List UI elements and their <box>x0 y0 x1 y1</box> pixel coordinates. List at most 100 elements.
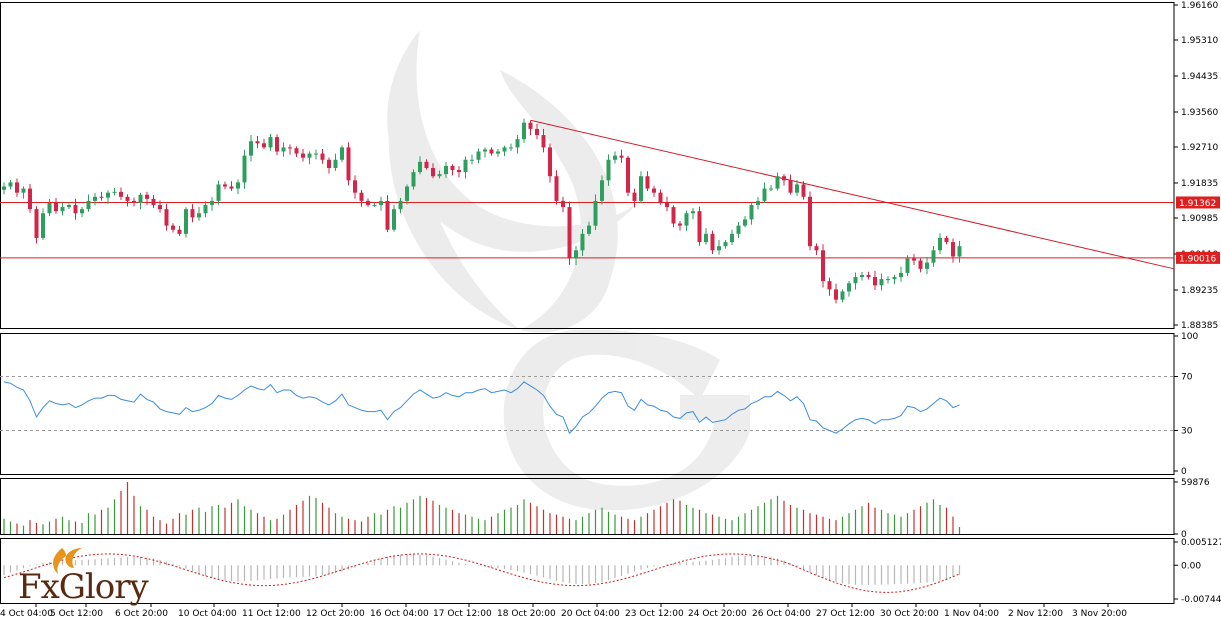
candle-body <box>171 225 175 230</box>
time-tick-label: 5 Oct 12:00 <box>50 609 103 619</box>
time-axis: 4 Oct 04:005 Oct 12:00 6 Oct 20:00 10 Oct … <box>0 603 1127 619</box>
time-tick-label: 18 Oct 20:00 <box>497 609 556 619</box>
candle-body <box>385 200 390 230</box>
candle-body <box>658 192 663 203</box>
time-tick-label: 2 Nov 12:00 <box>1008 609 1063 619</box>
candle-body <box>879 279 884 286</box>
candle-body <box>333 159 338 168</box>
candle-body <box>613 155 617 160</box>
candle-body <box>431 167 435 177</box>
candle-body <box>717 246 721 251</box>
candle-body <box>242 155 247 183</box>
candle-body <box>541 135 546 148</box>
candle-body <box>795 184 799 193</box>
level-lines: 1.91362 1.90016 <box>0 119 1220 270</box>
candle-body <box>522 122 526 140</box>
candle-body <box>294 148 299 154</box>
price-tick-label: 1.96160 <box>1181 1 1218 11</box>
candle-body <box>138 194 143 203</box>
candle-body <box>67 205 71 208</box>
candle-body <box>782 176 786 181</box>
candle-body <box>671 207 676 224</box>
panel-frame <box>0 333 1175 475</box>
price-tick-label: 1.89235 <box>1181 286 1218 296</box>
candle-body <box>398 200 403 210</box>
rsi-tick-label: 0 <box>1181 467 1187 477</box>
candle-body <box>353 180 357 193</box>
candle-body <box>249 141 253 156</box>
candle-body <box>502 147 507 152</box>
candle-body <box>457 170 461 173</box>
rsi-tick-label: 100 <box>1181 332 1198 342</box>
candle-body <box>931 250 936 263</box>
candle-body <box>645 176 650 189</box>
time-tick-label: 4 Oct 04:00 <box>0 609 53 619</box>
candle-body <box>223 184 227 187</box>
candle-body <box>86 200 91 210</box>
candle-body <box>840 291 845 300</box>
candle-body <box>762 188 767 201</box>
candle-body <box>483 149 487 152</box>
time-tick-label: 26 Oct 04:00 <box>752 609 811 619</box>
trendline <box>530 119 1175 270</box>
panel-frame <box>0 538 1175 604</box>
price-tick-label: 1.93560 <box>1181 108 1218 118</box>
candle-body <box>476 151 481 160</box>
candle-body <box>834 289 838 300</box>
candle-body <box>34 209 39 238</box>
candle-body <box>424 161 429 168</box>
candle-body <box>327 159 331 168</box>
time-tick-label: 10 Oct 04:00 <box>178 609 237 619</box>
candle-body <box>216 184 221 201</box>
candle-body <box>606 159 611 181</box>
flame-icon <box>53 548 82 574</box>
candle-body <box>301 153 305 158</box>
time-tick-label: 27 Oct 12:00 <box>816 609 875 619</box>
volume-tick-label: 0 <box>1181 530 1187 540</box>
candle-body <box>203 205 208 214</box>
candle-body <box>697 211 702 243</box>
candle-body <box>470 159 474 161</box>
level-badge <box>1176 251 1220 264</box>
candle-body <box>561 200 565 208</box>
time-tick-label: 1 Nov 04:00 <box>944 609 999 619</box>
candle-body <box>119 191 123 197</box>
candle-body <box>892 277 897 280</box>
candle-body <box>853 277 858 284</box>
candle-body <box>749 205 754 220</box>
candle-body <box>320 153 325 160</box>
volume-axis: 59876 0 <box>1174 478 1210 540</box>
candle-body <box>691 211 695 214</box>
macd-tick-label: 0.005127 <box>1181 538 1221 548</box>
candle-body <box>151 198 156 206</box>
candle-body <box>905 258 910 273</box>
level-badge <box>1176 196 1220 209</box>
candle-body <box>93 196 97 201</box>
candle-body <box>554 176 559 201</box>
candle-body <box>255 141 260 144</box>
candle-body <box>814 246 819 251</box>
candle-body <box>392 209 396 230</box>
time-tick-label: 16 Oct 04:00 <box>370 609 429 619</box>
candle-body <box>899 272 903 278</box>
candle-body <box>886 279 890 281</box>
price-axis: 1.96160 1.95310 1.94435 1.93560 1.92710 1.918… <box>1174 1 1218 331</box>
candle-body <box>788 180 793 193</box>
candle-body <box>866 274 871 278</box>
candle-body <box>145 194 149 199</box>
candle-body <box>262 143 266 148</box>
candle-body <box>158 205 162 210</box>
candle-body <box>28 188 32 210</box>
candle-body <box>106 192 110 198</box>
candle-body <box>574 250 578 259</box>
candle-body <box>743 219 747 226</box>
candle-body <box>600 180 604 201</box>
volume-tick-label: 59876 <box>1181 478 1210 488</box>
candle-body <box>938 237 942 251</box>
panel-frames <box>0 2 1175 604</box>
candle-body <box>860 274 864 278</box>
candle-body <box>496 151 500 154</box>
time-tick-label: 11 Oct 12:00 <box>242 609 301 619</box>
candle-body <box>2 186 6 190</box>
candle-body <box>632 192 637 201</box>
